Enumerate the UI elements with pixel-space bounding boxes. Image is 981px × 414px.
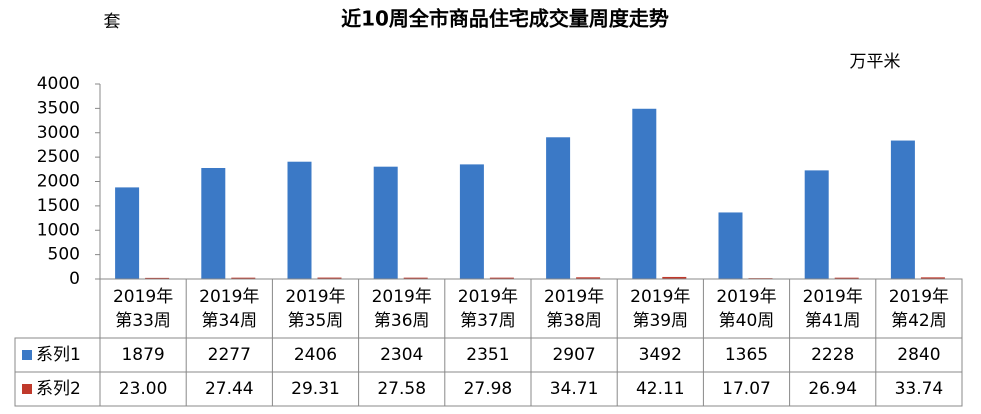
x-tick-label: 2019年: [285, 287, 345, 307]
bar: [231, 277, 256, 279]
x-tick-label: 2019年: [544, 287, 604, 307]
x-tick-label: 第40周: [719, 311, 775, 331]
table-value: 3492: [639, 345, 682, 365]
y-tick-label: 4000: [37, 74, 80, 94]
table-value: 2304: [380, 345, 423, 365]
y-tick-label: 3500: [37, 98, 80, 118]
table-value: 2228: [811, 345, 854, 365]
bar: [662, 276, 687, 279]
table-value: 27.98: [464, 379, 513, 399]
x-tick-label: 第34周: [201, 311, 257, 331]
x-tick-label: 第41周: [805, 311, 861, 331]
table-value: 2351: [466, 345, 509, 365]
x-tick-label: 2019年: [113, 287, 173, 307]
table-value: 2907: [552, 345, 595, 365]
table-value: 29.31: [291, 379, 340, 399]
x-tick-label: 2019年: [199, 287, 259, 307]
x-tick-label: 2019年: [889, 287, 949, 307]
right-unit: 万平米: [850, 52, 901, 72]
y-tick-label: 3000: [37, 123, 80, 143]
table-value: 42.11: [636, 379, 685, 399]
chart-title: 近10周全市商品住宅成交量周度走势: [341, 7, 669, 31]
legend-key: [22, 350, 32, 360]
bar: [145, 277, 170, 279]
y-tick-label: 500: [48, 245, 80, 265]
bar: [489, 277, 514, 279]
x-tick-label: 2019年: [458, 287, 518, 307]
table-value: 23.00: [119, 379, 168, 399]
left-unit: 套: [104, 12, 121, 32]
bar: [718, 212, 743, 279]
legend-key: [22, 384, 32, 394]
y-tick-label: 2000: [37, 172, 80, 192]
table-value: 17.07: [722, 379, 771, 399]
bar: [546, 137, 571, 279]
table-value: 2840: [897, 345, 940, 365]
x-tick-label: 第42周: [891, 311, 947, 331]
bar: [459, 164, 484, 279]
x-tick-label: 第39周: [632, 311, 688, 331]
y-tick-label: 2500: [37, 147, 80, 167]
bar: [317, 277, 342, 279]
table-value: 33.74: [895, 379, 944, 399]
bar: [632, 108, 657, 279]
legend-label: 系列1: [36, 345, 81, 365]
bar: [403, 277, 428, 279]
table-value: 26.94: [808, 379, 857, 399]
x-tick-label: 第38周: [546, 311, 602, 331]
y-tick-label: 1500: [37, 196, 80, 216]
table-value: 27.58: [377, 379, 426, 399]
x-tick-label: 2019年: [630, 287, 690, 307]
bar: [287, 161, 312, 279]
table-value: 1879: [121, 345, 164, 365]
bar: [115, 187, 140, 279]
bar: [576, 277, 601, 279]
bar: [890, 140, 915, 279]
bar: [201, 167, 226, 279]
table-value: 2277: [208, 345, 251, 365]
legend-label: 系列2: [36, 379, 81, 399]
table-value: 2406: [294, 345, 337, 365]
x-tick-label: 2019年: [716, 287, 776, 307]
x-tick-label: 2019年: [803, 287, 863, 307]
bar: [373, 166, 398, 279]
x-tick-label: 第37周: [460, 311, 516, 331]
x-tick-label: 第35周: [288, 311, 344, 331]
y-tick-label: 1000: [37, 220, 80, 240]
y-tick-label: 0: [69, 269, 80, 289]
x-tick-label: 第33周: [115, 311, 171, 331]
x-tick-label: 2019年: [372, 287, 432, 307]
x-tick-label: 第36周: [374, 311, 430, 331]
bar: [920, 277, 945, 279]
table-value: 27.44: [205, 379, 254, 399]
bar: [834, 277, 859, 279]
table-value: 34.71: [550, 379, 599, 399]
table-value: 1365: [725, 345, 768, 365]
bar: [804, 170, 829, 279]
